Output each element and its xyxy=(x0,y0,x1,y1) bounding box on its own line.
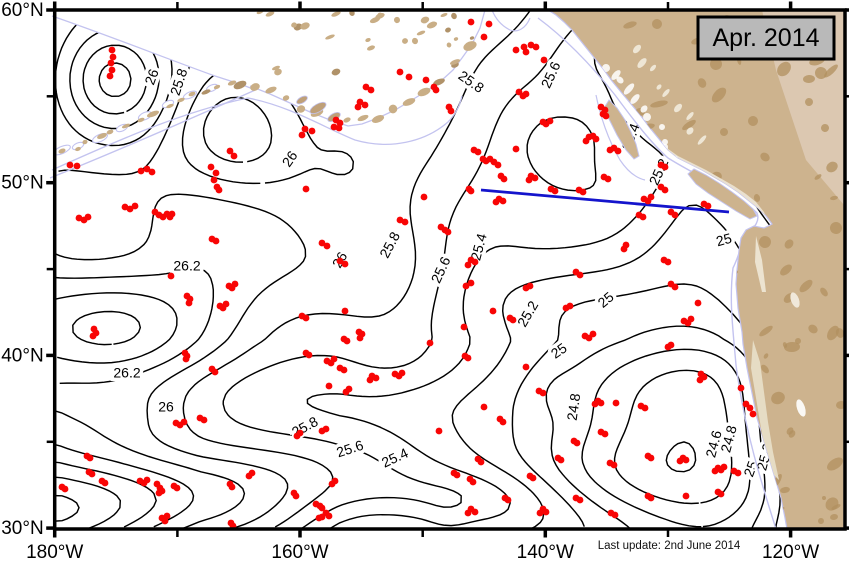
svg-text:26: 26 xyxy=(158,399,174,415)
svg-text:30°N: 30°N xyxy=(1,518,43,539)
svg-text:50°N: 50°N xyxy=(1,173,43,194)
svg-text:40°N: 40°N xyxy=(1,345,43,366)
svg-text:Last update: 2nd June 2014: Last update: 2nd June 2014 xyxy=(598,540,741,552)
svg-text:26.2: 26.2 xyxy=(113,365,140,381)
svg-text:160°W: 160°W xyxy=(271,542,328,563)
svg-text:26.2: 26.2 xyxy=(173,258,200,274)
svg-text:Apr. 2014: Apr. 2014 xyxy=(712,24,819,52)
svg-text:140°W: 140°W xyxy=(517,542,574,563)
svg-text:180°W: 180°W xyxy=(26,542,83,563)
svg-text:60°N: 60°N xyxy=(1,0,43,21)
svg-text:120°W: 120°W xyxy=(762,542,819,563)
